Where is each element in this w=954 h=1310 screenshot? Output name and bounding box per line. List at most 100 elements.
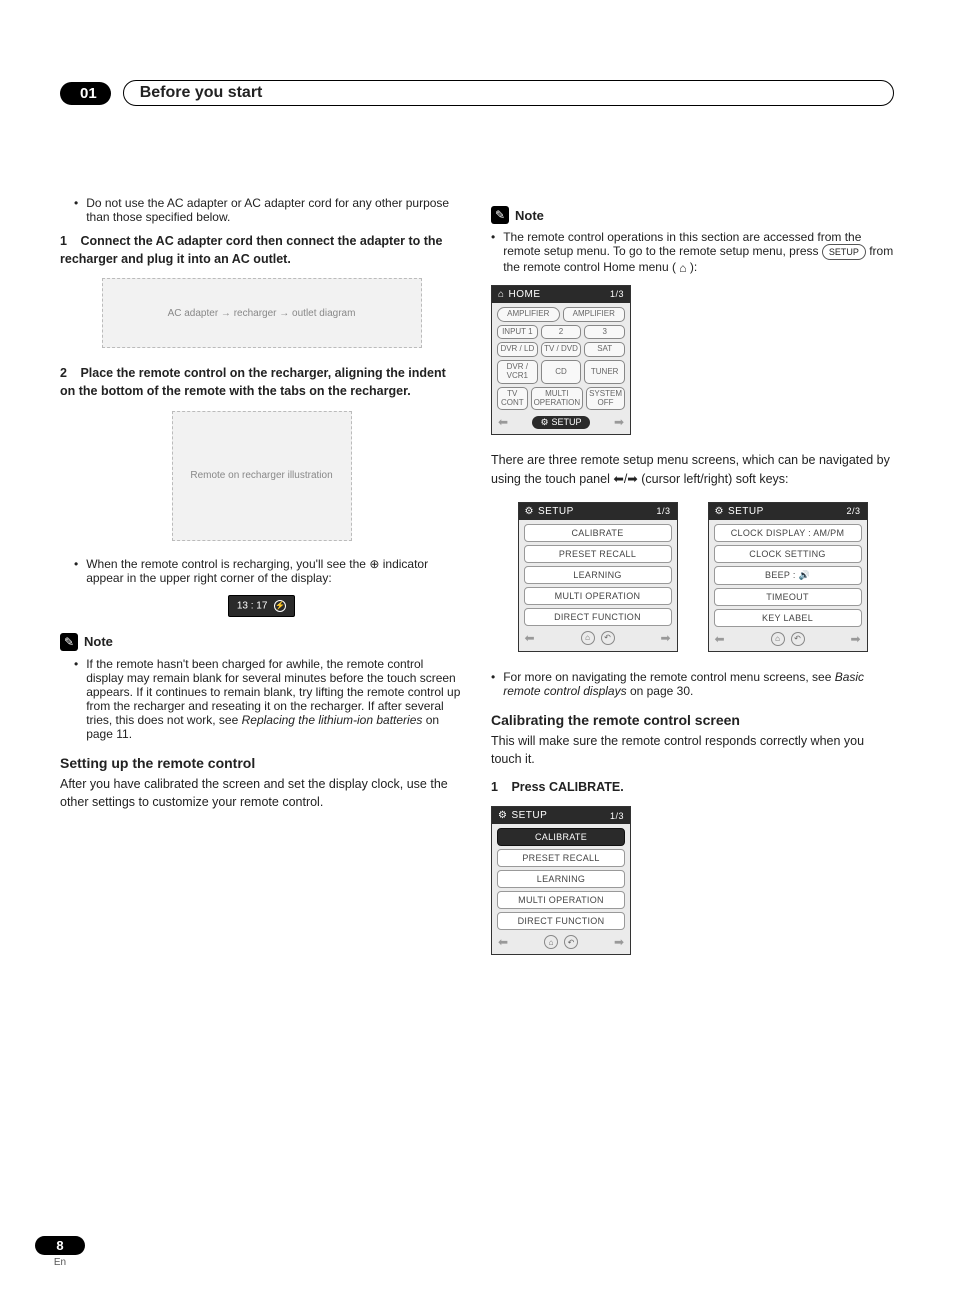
paragraph: There are three remote setup menu screen… [491, 451, 894, 487]
home-softkey-icon[interactable]: ⌂ [544, 935, 558, 949]
figure-remote-on-recharger: Remote on recharger illustration [60, 411, 463, 541]
left-arrow-icon: ⬅ [613, 472, 623, 486]
screen-header: ⚙ SETUP 1/3 [492, 807, 630, 824]
left-arrow-icon[interactable]: ⬅ [715, 632, 725, 646]
preset-recall-button[interactable]: PRESET RECALL [524, 545, 672, 563]
direct-function-button[interactable]: DIRECT FUNCTION [497, 912, 625, 930]
screen-header: ⌂ HOME 1/3 [492, 286, 630, 303]
dvr-ld-button[interactable]: DVR / LD [497, 342, 538, 357]
setup-button-icon: SETUP [822, 244, 866, 260]
figure-home-menu: ⌂ HOME 1/3 AMPLIFIER AMPLIFIER INPUT 1 2 [491, 285, 894, 436]
multi-operation-button[interactable]: MULTI OPERATION [531, 387, 584, 411]
step-number: 1 [491, 780, 498, 794]
screen-body: CALIBRATE PRESET RECALL LEARNING MULTI O… [492, 824, 630, 932]
bullet-item: • When the remote control is recharging,… [74, 557, 463, 585]
tv-dvd-button[interactable]: TV / DVD [541, 342, 582, 357]
home-softkey-icon[interactable]: ⌂ [771, 632, 785, 646]
bullet-dot-icon: • [74, 657, 78, 741]
remote-time-display: 13 : 17 ⚡ [228, 595, 295, 617]
bullet-dot-icon: • [491, 670, 495, 698]
illustration-placeholder: Remote on recharger illustration [172, 411, 352, 541]
amplifier-button-2[interactable]: AMPLIFIER [563, 307, 626, 322]
calibrate-button[interactable]: CALIBRATE [524, 524, 672, 542]
left-arrow-icon[interactable]: ⬅ [498, 415, 508, 429]
key-label-button[interactable]: KEY LABEL [714, 609, 862, 627]
step-text: Place the remote control on the recharge… [60, 366, 446, 398]
text-fragment: ): [690, 260, 697, 274]
note-text: If the remote hasn't been charged for aw… [86, 657, 463, 741]
setup-icon: ⚙ [540, 417, 548, 428]
bullet-dot-icon: • [74, 196, 78, 224]
screen-body: CLOCK DISPLAY : AM/PM CLOCK SETTING BEEP… [709, 520, 867, 629]
step-text: Connect the AC adapter cord then connect… [60, 234, 443, 266]
back-softkey-icon[interactable]: ↶ [791, 632, 805, 646]
tv-cont-button[interactable]: TV CONT [497, 387, 528, 411]
input2-button[interactable]: 2 [541, 325, 582, 340]
left-arrow-icon[interactable]: ⬅ [525, 631, 535, 645]
input3-button[interactable]: 3 [584, 325, 625, 340]
step-2: 2 Place the remote control on the rechar… [60, 364, 463, 400]
multi-operation-button[interactable]: MULTI OPERATION [524, 587, 672, 605]
step-1-calibrate: 1 Press CALIBRATE. [491, 778, 894, 796]
dvr-vcr1-button[interactable]: DVR / VCR1 [497, 360, 538, 384]
step-text: Press CALIBRATE. [511, 780, 623, 794]
figure-calibrate-selected: ⚙ SETUP 1/3 CALIBRATE PRESET RECALL LEAR… [491, 806, 894, 955]
charging-indicator-icon: ⊕ [369, 557, 379, 571]
screen-title: SETUP [728, 506, 764, 517]
time-value: 13 : 17 [237, 600, 268, 611]
multi-operation-button[interactable]: MULTI OPERATION [497, 891, 625, 909]
input1-button[interactable]: INPUT 1 [497, 325, 538, 340]
paragraph: This will make sure the remote control r… [491, 732, 894, 768]
screen-footer: ⬅ ⌂ ↶ ➡ [709, 629, 867, 651]
bullet-item: • The remote control operations in this … [491, 230, 894, 275]
learning-button[interactable]: LEARNING [524, 566, 672, 584]
right-arrow-icon[interactable]: ➡ [660, 631, 670, 645]
manual-page: 01 Before you start • Do not use the AC … [0, 0, 954, 1310]
system-off-button[interactable]: SYSTEM OFF [586, 387, 625, 411]
screen-header: ⚙ SETUP 2/3 [709, 503, 867, 520]
tuner-button[interactable]: TUNER [584, 360, 625, 384]
clock-setting-button[interactable]: CLOCK SETTING [714, 545, 862, 563]
text-fragment: The remote control operations in this se… [503, 230, 861, 258]
preset-recall-button[interactable]: PRESET RECALL [497, 849, 625, 867]
learning-button[interactable]: LEARNING [497, 870, 625, 888]
sat-button[interactable]: SAT [584, 342, 625, 357]
chapter-number-badge: 01 [60, 82, 111, 105]
screen-footer: ⬅ ⌂ ↶ ➡ [519, 628, 677, 650]
two-column-layout: • Do not use the AC adapter or AC adapte… [60, 196, 894, 971]
home-softkey-icon[interactable]: ⌂ [581, 631, 595, 645]
left-arrow-icon[interactable]: ⬅ [498, 935, 508, 949]
bullet-item: • If the remote hasn't been charged for … [74, 657, 463, 741]
chapter-header: 01 Before you start [60, 80, 894, 106]
right-arrow-icon: ➡ [627, 472, 637, 486]
setup-icon: ⚙ [498, 810, 507, 821]
remote-home-screen: ⌂ HOME 1/3 AMPLIFIER AMPLIFIER INPUT 1 2 [491, 285, 631, 436]
right-column: ✎ Note • The remote control operations i… [491, 196, 894, 971]
remote-setup-screen-1: ⚙ SETUP 1/3 CALIBRATE PRESET RECALL LEAR… [518, 502, 678, 652]
remote-setup-screen-calibrate: ⚙ SETUP 1/3 CALIBRATE PRESET RECALL LEAR… [491, 806, 631, 955]
page-number-footer: 8 En [30, 1236, 90, 1268]
right-arrow-icon[interactable]: ➡ [614, 415, 624, 429]
left-column: • Do not use the AC adapter or AC adapte… [60, 196, 463, 971]
text-fragment: on page 30. [630, 684, 693, 698]
note-text: The remote control operations in this se… [503, 230, 894, 275]
amplifier-button[interactable]: AMPLIFIER [497, 307, 560, 322]
page-indicator: 1/3 [610, 289, 624, 299]
step-1: 1 Connect the AC adapter cord then conne… [60, 232, 463, 268]
setup-softkey[interactable]: ⚙ SETUP [532, 416, 589, 429]
direct-function-button[interactable]: DIRECT FUNCTION [524, 608, 672, 626]
beep-button[interactable]: BEEP : 🔊 [714, 566, 862, 585]
right-arrow-icon[interactable]: ➡ [614, 935, 624, 949]
right-arrow-icon[interactable]: ➡ [850, 632, 860, 646]
timeout-button[interactable]: TIMEOUT [714, 588, 862, 606]
chapter-title: Before you start [140, 84, 877, 102]
clock-display-button[interactable]: CLOCK DISPLAY : AM/PM [714, 524, 862, 542]
figure-adapter-diagram: AC adapter → recharger → outlet diagram [60, 278, 463, 348]
back-softkey-icon[interactable]: ↶ [564, 935, 578, 949]
back-softkey-icon[interactable]: ↶ [601, 631, 615, 645]
screen-header: ⚙ SETUP 1/3 [519, 503, 677, 520]
figure-setup-screens: ⚙ SETUP 1/3 CALIBRATE PRESET RECALL LEAR… [491, 502, 894, 652]
cd-button[interactable]: CD [541, 360, 582, 384]
calibrate-button-selected[interactable]: CALIBRATE [497, 828, 625, 846]
bullet-text: Do not use the AC adapter or AC adapter … [86, 196, 463, 224]
